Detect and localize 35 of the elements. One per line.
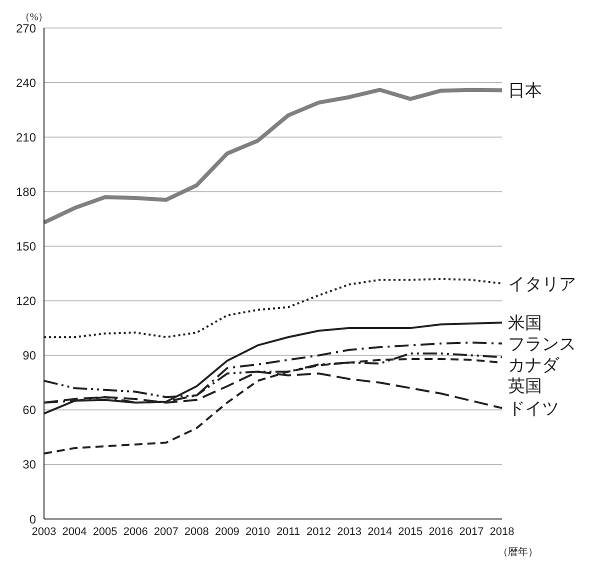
x-tick-label: 2007 <box>154 526 178 538</box>
y-tick-label: 90 <box>22 348 36 363</box>
x-tick-label: 2005 <box>92 526 118 538</box>
series-label: 米国 <box>508 314 542 334</box>
y-tick-label: 30 <box>22 458 36 472</box>
x-tick-label: 2003 <box>32 526 56 538</box>
x-tick-label: 2004 <box>62 526 87 538</box>
y-tick-label: 210 <box>16 130 36 144</box>
x-tick-label: 2011 <box>276 526 300 538</box>
x-tick-label: 2014 <box>368 526 392 538</box>
x-tick-label: 2018 <box>490 526 514 538</box>
x-tick-label: 2017 <box>459 526 484 538</box>
y-tick-label: 150 <box>16 239 36 254</box>
x-tick-label: 2010 <box>245 526 270 538</box>
x-tick-label: 2012 <box>306 526 332 538</box>
x-tick-label: 2016 <box>428 526 454 538</box>
series-label: イタリア <box>508 274 576 294</box>
x-axis-title: （暦年） <box>498 546 538 558</box>
y-tick-label: 180 <box>16 184 36 199</box>
x-tick-label: 2008 <box>184 526 209 538</box>
y-tick-label: 60 <box>22 403 36 418</box>
x-tick-label: 2015 <box>398 526 423 538</box>
x-tick-label: 2006 <box>123 526 148 538</box>
y-tick-label: 120 <box>16 294 36 308</box>
series-label: カナダ <box>508 356 560 376</box>
x-tick-label: 2009 <box>214 526 240 538</box>
y-tick-label: 240 <box>16 76 36 90</box>
x-tick-label: 2013 <box>337 526 362 538</box>
series-label: フランス <box>508 334 576 355</box>
series-label: ドイツ <box>508 399 559 420</box>
y-tick-label: 0 <box>29 512 36 526</box>
series-label: 日本 <box>508 81 542 102</box>
y-axis-title: （%） <box>20 12 48 23</box>
y-tick-label: 270 <box>16 21 36 36</box>
series-label: 英国 <box>508 376 542 397</box>
